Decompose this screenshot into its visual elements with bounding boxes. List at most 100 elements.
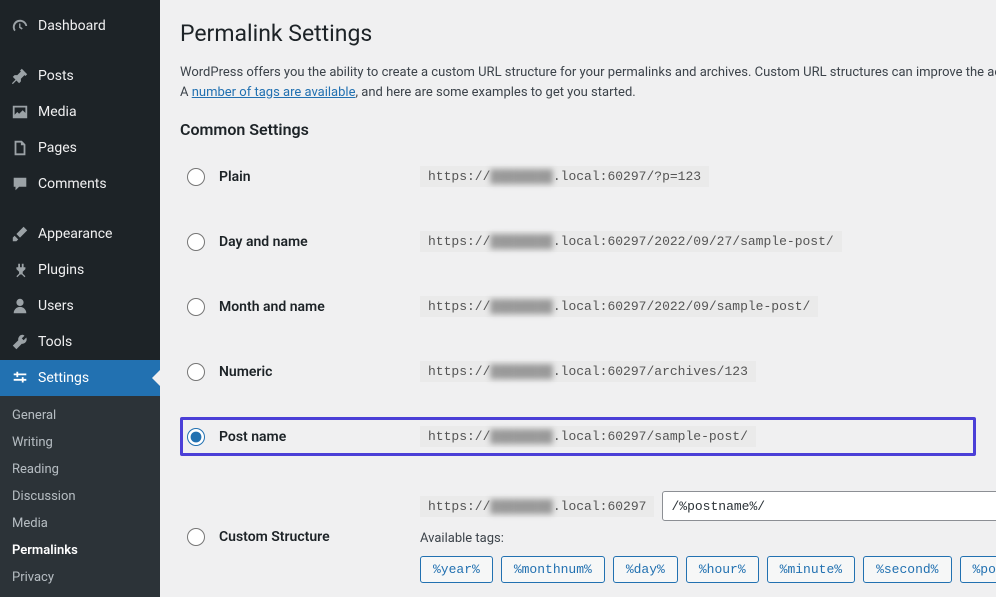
option-row-monthname: Month and name https://████████.local:602…: [180, 287, 976, 326]
url-prefix: https://: [428, 299, 490, 314]
url-path: /2022/09/sample-post/: [646, 299, 810, 314]
option-row-numeric: Numeric https://████████.local:60297/arch…: [180, 352, 976, 391]
url-sample: https://████████.local:60297/archives/12…: [420, 361, 756, 382]
url-blur: ████████: [490, 499, 552, 514]
option-label: Post name: [219, 429, 286, 445]
media-icon: [10, 102, 30, 122]
url-sample: https://████████.local:60297/2022/09/sam…: [420, 296, 818, 317]
sidebar-item-pages[interactable]: Pages: [0, 130, 160, 166]
url-path: /sample-post/: [646, 429, 747, 444]
url-host-suffix: .local:60297: [553, 299, 647, 314]
tag-button[interactable]: %hour%: [686, 556, 759, 583]
option-label: Month and name: [219, 299, 325, 315]
sidebar-item-label: Tools: [38, 334, 72, 350]
radio-dayname[interactable]: [187, 233, 205, 251]
sidebar-item-label: Posts: [38, 68, 74, 84]
sliders-icon: [10, 368, 30, 388]
pin-icon: [10, 66, 30, 86]
radio-custom[interactable]: [187, 528, 205, 546]
option-label: Plain: [219, 169, 251, 185]
option-label-group[interactable]: Day and name: [187, 233, 402, 251]
sidebar-item-plugins[interactable]: Plugins: [0, 252, 160, 288]
url-path: /archives/123: [646, 364, 747, 379]
sidebar-item-label: Appearance: [38, 226, 112, 242]
tag-button[interactable]: %monthnum%: [501, 556, 605, 583]
url-sample: https://████████.local:60297/2022/09/27/…: [420, 231, 842, 252]
plug-icon: [10, 260, 30, 280]
option-row-plain: Plain https://████████.local:60297/?p=123: [180, 157, 976, 196]
custom-url-line: https://████████.local:60297: [420, 491, 996, 521]
option-label-group[interactable]: Post name: [187, 428, 402, 446]
radio-numeric[interactable]: [187, 363, 205, 381]
url-host-suffix: .local:60297: [553, 169, 647, 184]
tags-row: %year% %monthnum% %day% %hour% %minute% %seco…: [420, 556, 996, 583]
sidebar-item-label: Dashboard: [38, 18, 106, 34]
menu-separator: [0, 202, 160, 216]
tag-button[interactable]: %day%: [613, 556, 678, 583]
option-row-custom: Custom Structure https://████████.local:6…: [180, 482, 976, 592]
submenu-item-general[interactable]: General: [0, 402, 160, 429]
url-prefix: https://: [428, 364, 490, 379]
sidebar-item-label: Media: [38, 104, 77, 120]
tag-button[interactable]: %second%: [863, 556, 951, 583]
sidebar-item-tools[interactable]: Tools: [0, 324, 160, 360]
url-host-suffix: .local:60297: [553, 499, 647, 514]
page-title: Permalink Settings: [180, 20, 976, 47]
url-blur: ████████: [490, 429, 552, 444]
wrench-icon: [10, 332, 30, 352]
comment-icon: [10, 174, 30, 194]
sidebar-item-appearance[interactable]: Appearance: [0, 216, 160, 252]
url-sample: https://████████.local:60297: [420, 496, 654, 517]
intro-text: WordPress offers you the ability to crea…: [180, 63, 976, 102]
sidebar-item-posts[interactable]: Posts: [0, 58, 160, 94]
sidebar-item-label: Pages: [38, 140, 77, 156]
option-label: Custom Structure: [219, 529, 330, 545]
url-prefix: https://: [428, 499, 490, 514]
url-sample: https://████████.local:60297/?p=123: [420, 166, 709, 187]
sidebar-item-users[interactable]: Users: [0, 288, 160, 324]
content-area: Permalink Settings WordPress offers you …: [160, 0, 996, 592]
url-path: /2022/09/27/sample-post/: [646, 234, 833, 249]
url-blur: ████████: [490, 364, 552, 379]
radio-postname[interactable]: [187, 428, 205, 446]
submenu-item-media[interactable]: Media: [0, 510, 160, 537]
sidebar-item-dashboard[interactable]: Dashboard: [0, 8, 160, 44]
url-blur: ████████: [490, 169, 552, 184]
intro-link[interactable]: number of tags are available: [192, 85, 356, 100]
radio-monthname[interactable]: [187, 298, 205, 316]
option-label: Day and name: [219, 234, 308, 250]
tag-button[interactable]: %minute%: [767, 556, 855, 583]
sidebar-item-comments[interactable]: Comments: [0, 166, 160, 202]
radio-plain[interactable]: [187, 168, 205, 186]
submenu-item-reading[interactable]: Reading: [0, 456, 160, 483]
intro-line2-a: A: [180, 85, 192, 100]
submenu-item-discussion[interactable]: Discussion: [0, 483, 160, 510]
submenu-item-writing[interactable]: Writing: [0, 429, 160, 456]
option-label-group[interactable]: Numeric: [187, 363, 402, 381]
submenu-item-permalinks[interactable]: Permalinks: [0, 537, 160, 564]
url-prefix: https://: [428, 234, 490, 249]
url-host-suffix: .local:60297: [553, 429, 647, 444]
sidebar-item-label: Settings: [38, 370, 89, 386]
url-prefix: https://: [428, 429, 490, 444]
sidebar-item-media[interactable]: Media: [0, 94, 160, 130]
url-prefix: https://: [428, 169, 490, 184]
sidebar-item-label: Plugins: [38, 262, 84, 278]
option-label-group[interactable]: Custom Structure: [187, 528, 402, 546]
tag-button[interactable]: %post_id%: [960, 556, 996, 583]
gauge-icon: [10, 16, 30, 36]
intro-line1: WordPress offers you the ability to crea…: [180, 65, 996, 80]
url-sample: https://████████.local:60297/sample-post…: [420, 426, 756, 447]
tag-button[interactable]: %year%: [420, 556, 493, 583]
brush-icon: [10, 224, 30, 244]
option-label-group[interactable]: Plain: [187, 168, 402, 186]
option-label-group[interactable]: Month and name: [187, 298, 402, 316]
user-icon: [10, 296, 30, 316]
sidebar-item-label: Users: [38, 298, 74, 314]
url-host-suffix: .local:60297: [553, 364, 647, 379]
custom-structure-input[interactable]: [662, 491, 996, 521]
url-blur: ████████: [490, 299, 552, 314]
sidebar-item-settings[interactable]: Settings: [0, 360, 160, 396]
submenu-item-privacy[interactable]: Privacy: [0, 564, 160, 591]
url-host-suffix: .local:60297: [553, 234, 647, 249]
